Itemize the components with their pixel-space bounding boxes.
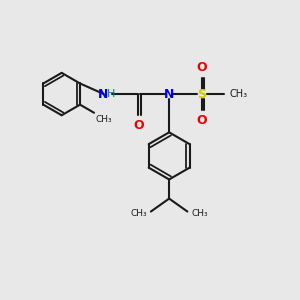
Text: N: N (98, 88, 108, 100)
Text: CH₃: CH₃ (95, 115, 112, 124)
Text: H: H (107, 89, 116, 99)
Text: N: N (164, 88, 174, 100)
Text: CH₃: CH₃ (191, 209, 208, 218)
Text: O: O (196, 114, 207, 127)
Text: O: O (133, 119, 143, 132)
Text: CH₃: CH₃ (130, 209, 147, 218)
Text: S: S (197, 88, 206, 100)
Text: O: O (196, 61, 207, 74)
Text: CH₃: CH₃ (230, 89, 247, 99)
